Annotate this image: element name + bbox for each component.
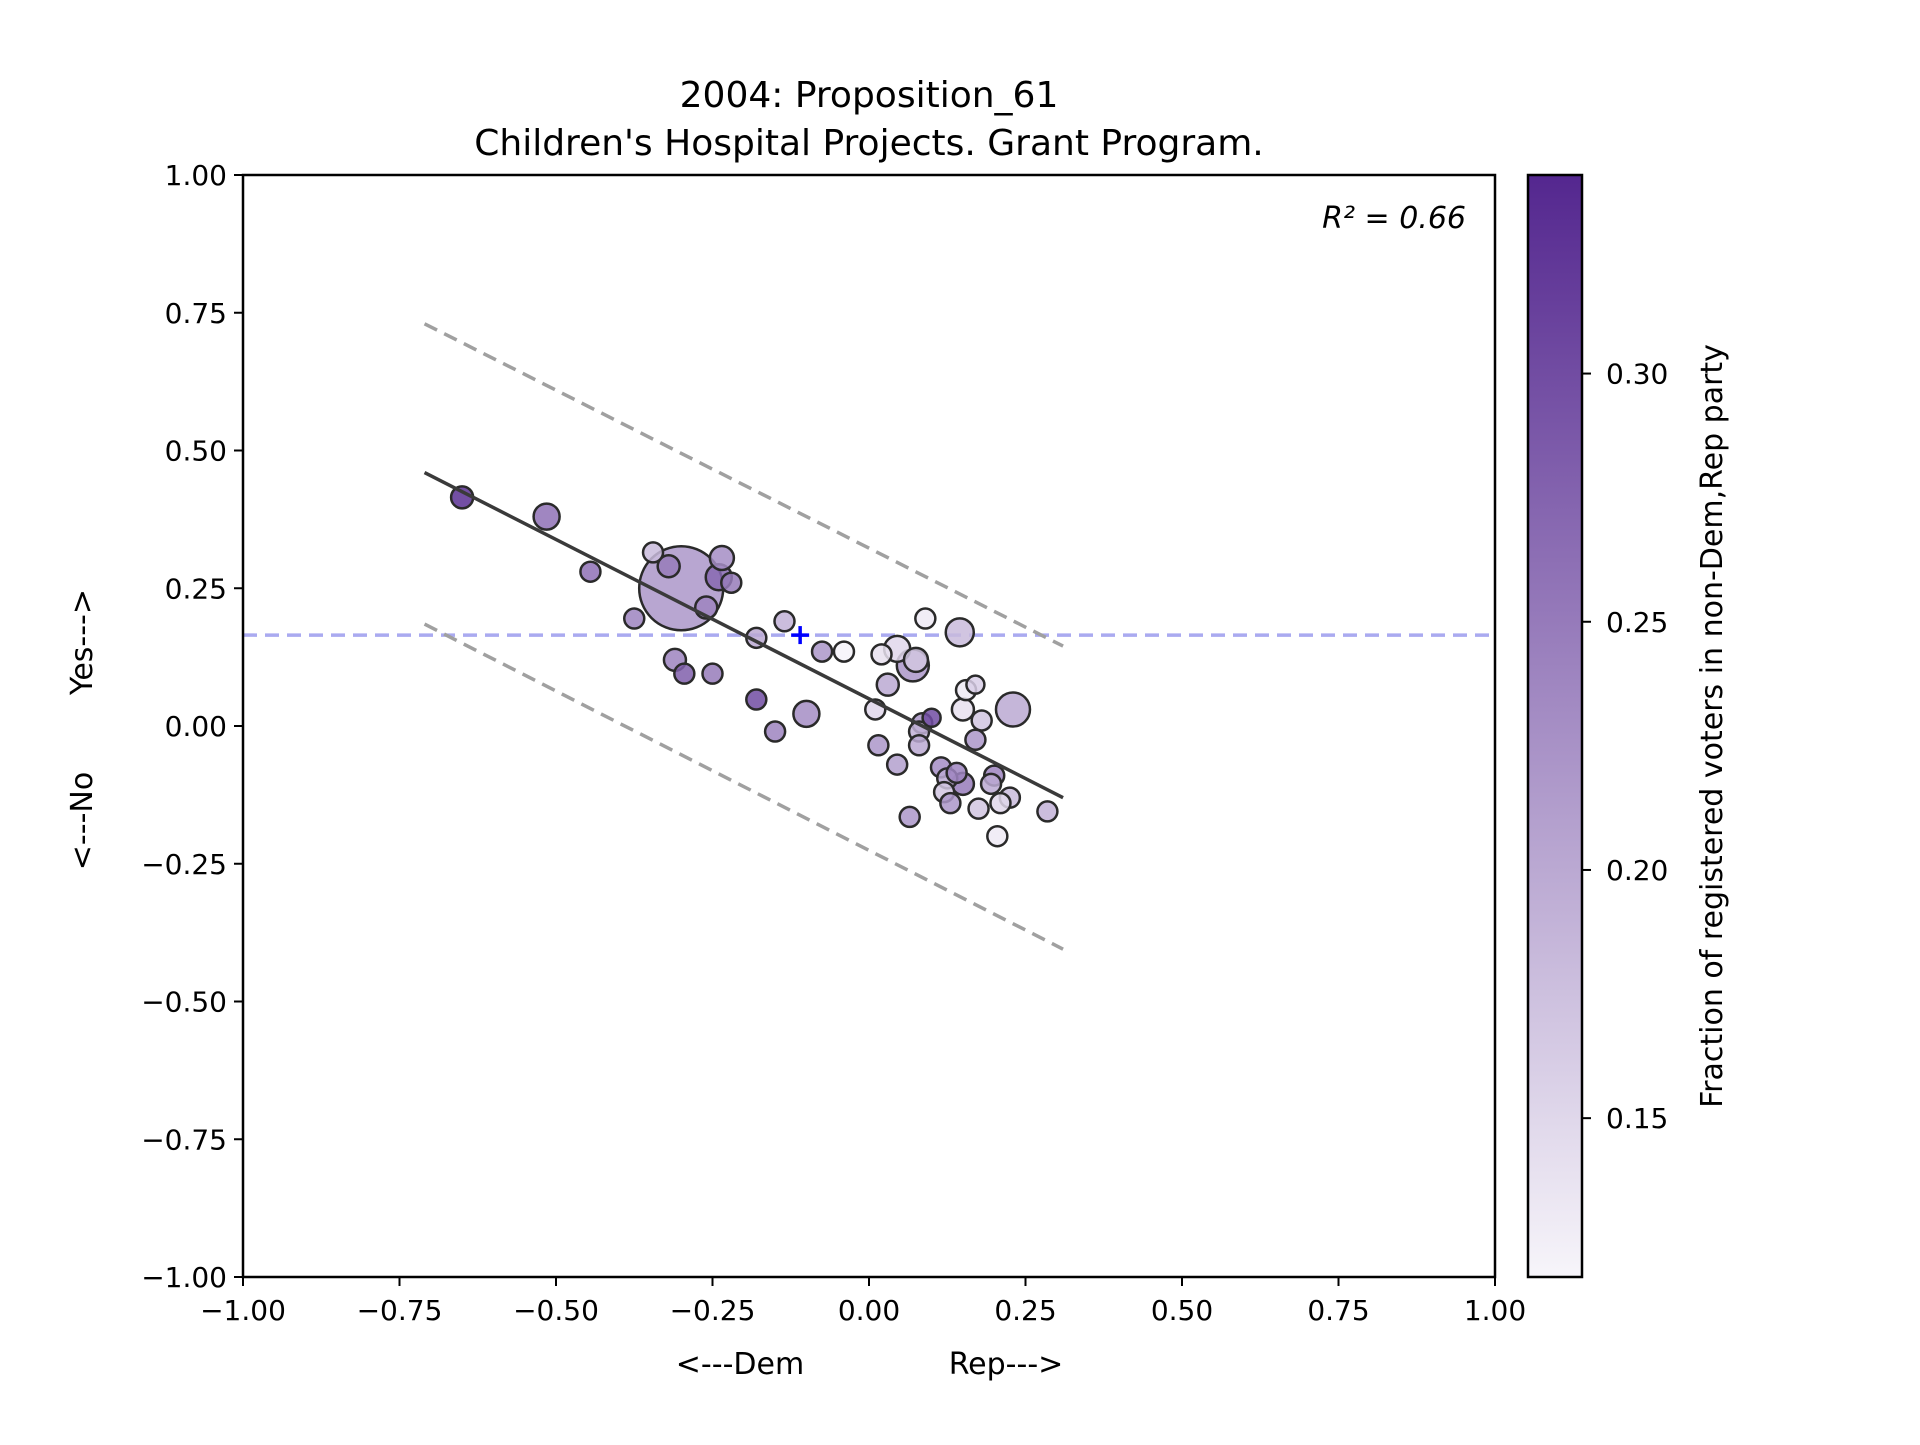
data-point: [979, 772, 1003, 796]
data-point: [867, 734, 890, 757]
y-tick-label: 0.25: [165, 572, 227, 605]
data-point: [656, 553, 681, 579]
y-tick-label: −0.75: [141, 1123, 227, 1156]
data-point: [907, 734, 931, 757]
data-point: [773, 610, 796, 633]
plot-content: [243, 322, 1495, 951]
data-point: [641, 541, 665, 564]
data-point: [720, 571, 743, 594]
data-point: [950, 697, 976, 722]
data-point: [921, 707, 942, 728]
colorbar-tick-label: 0.20: [1606, 854, 1668, 887]
colorbar-ticks: 0.15 0.20 0.25 0.30: [1582, 358, 1668, 1135]
data-point: [763, 720, 787, 743]
data-point: [989, 791, 1012, 815]
data-point: [970, 709, 993, 732]
data-point: [832, 640, 856, 663]
colorbar-label: Fraction of registered voters in non-Dem…: [1695, 344, 1730, 1108]
x-tick-label: −0.25: [670, 1294, 756, 1327]
x-tick-label: 0.00: [838, 1294, 900, 1327]
colorbar-tick-label: 0.15: [1606, 1102, 1668, 1135]
lower-band-line: [423, 622, 1064, 951]
colorbar-gradient: [1528, 175, 1582, 1277]
x-tick-label: −0.50: [513, 1294, 599, 1327]
x-tick-label: −0.75: [357, 1294, 443, 1327]
chart-subtitle: Children's Hospital Projects. Grant Prog…: [474, 123, 1264, 164]
x-tick-label: 0.25: [994, 1294, 1056, 1327]
y-axis-label-yes: Yes--->: [65, 589, 100, 696]
chart-title: 2004: Proposition_61: [680, 75, 1059, 116]
r-squared-annotation: R² = 0.66: [1322, 201, 1466, 236]
data-point: [870, 643, 893, 666]
data-point: [708, 544, 736, 572]
regression-line: [423, 470, 1064, 800]
y-tick-label: 0.00: [165, 710, 227, 743]
data-point: [986, 824, 1009, 848]
data-point: [885, 753, 909, 776]
data-point: [898, 805, 921, 829]
x-tick-label: −1.00: [200, 1294, 286, 1327]
data-point: [701, 662, 724, 685]
data-point: [994, 691, 1032, 728]
x-tick-label: 0.75: [1307, 1294, 1369, 1327]
data-point: [532, 502, 561, 531]
y-tick-label: 0.50: [165, 435, 227, 468]
colorbar-frame: [1526, 173, 1584, 1279]
data-point: [875, 672, 901, 697]
colorbar: 0.15 0.20 0.25 0.30 Fraction of registered …: [1526, 173, 1730, 1279]
reference-marker: [791, 626, 810, 645]
x-tick-label: 0.50: [1151, 1294, 1213, 1327]
y-tick-label: −0.25: [141, 848, 227, 881]
data-point: [579, 560, 602, 583]
plot-frame: [241, 173, 1497, 1279]
data-point: [902, 646, 930, 674]
x-axis-label-rep: Rep--->: [949, 1347, 1064, 1382]
plot-area: [243, 322, 1495, 951]
y-axis-label-no: <---No: [65, 772, 100, 870]
data-point: [967, 797, 990, 820]
data-point: [965, 674, 986, 695]
y-tick-label: −0.50: [141, 986, 227, 1019]
data-point: [792, 699, 821, 729]
colorbar-tick-label: 0.25: [1606, 606, 1668, 639]
y-tick-label: −1.00: [141, 1261, 227, 1294]
colorbar-tick-label: 0.30: [1606, 358, 1668, 391]
data-point: [810, 640, 834, 663]
data-point: [673, 662, 696, 685]
y-tick-label: 1.00: [165, 159, 227, 192]
data-point: [914, 607, 937, 630]
x-tick-label: 1.00: [1464, 1294, 1526, 1327]
y-tick-label: 0.75: [165, 297, 227, 330]
upper-band-line: [423, 322, 1064, 648]
x-axis-label-dem: <---Dem: [676, 1347, 804, 1382]
data-point: [944, 617, 976, 648]
data-point: [964, 728, 987, 752]
data-point: [1036, 800, 1059, 823]
data-point: [939, 791, 962, 815]
x-axis: −1.00 −0.75 −0.50 −0.25 0.00 0.25 0.50 0.75 1.00: [200, 1277, 1526, 1327]
y-axis: −1.00 −0.75 −0.50 −0.25 0.00 0.25 0.50 0.75 1.00: [141, 159, 243, 1294]
data-point: [623, 607, 646, 630]
data-point: [745, 688, 768, 711]
data-point: [945, 761, 968, 785]
